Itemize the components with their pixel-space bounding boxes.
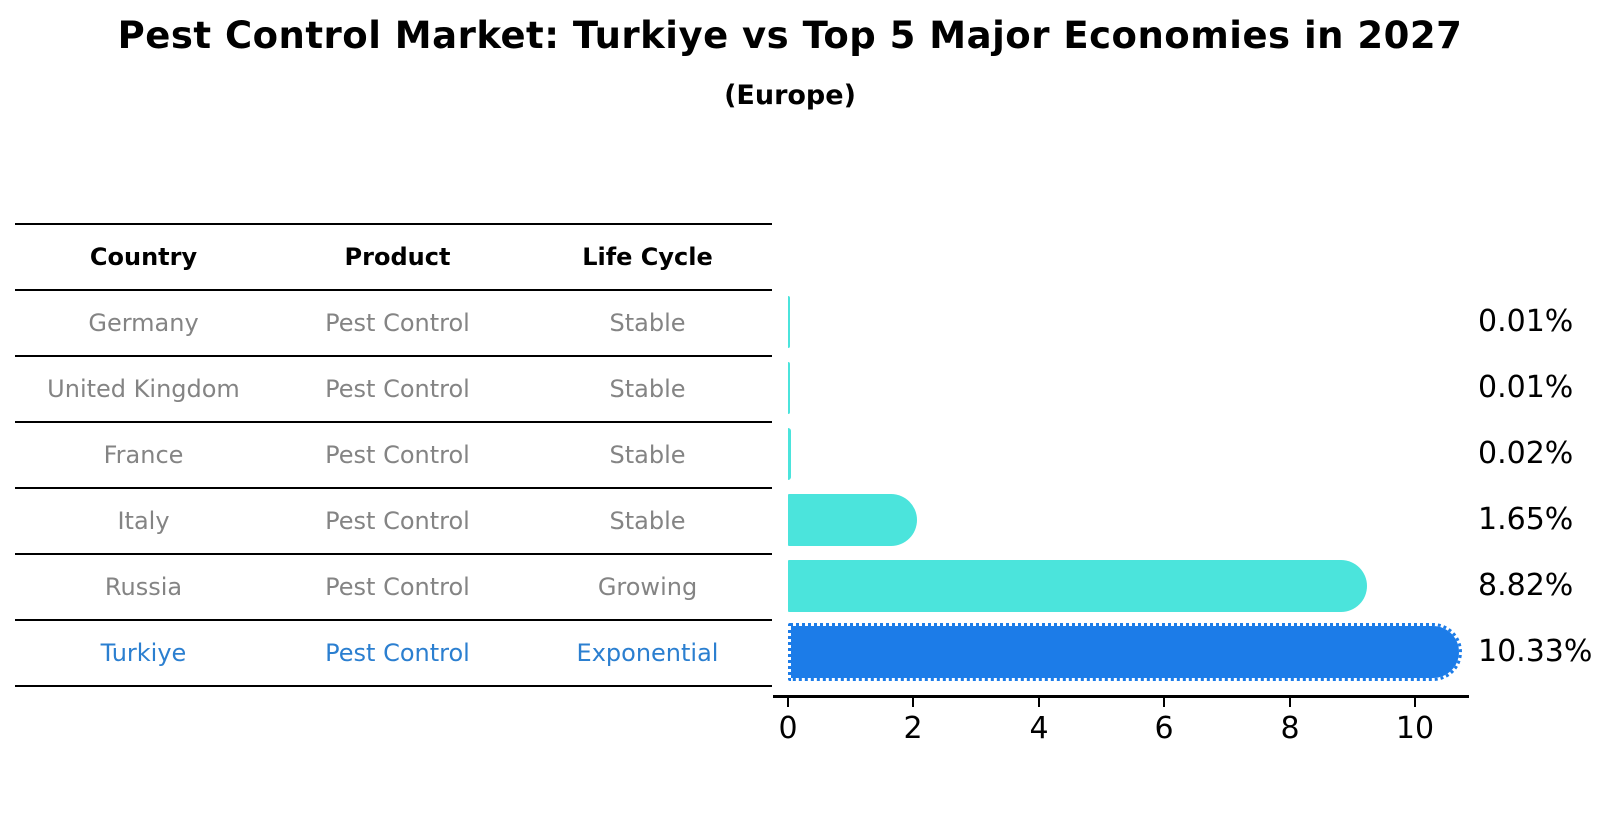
bar-united-kingdom [788, 362, 790, 414]
table-header-row: Country Product Life Cycle [15, 223, 772, 289]
cell-product: Pest Control [325, 573, 470, 601]
bar-turkiye [788, 623, 1462, 681]
page-title: Pest Control Market: Turkiye vs Top 5 Ma… [117, 14, 1463, 57]
bar-germany [788, 296, 790, 348]
cell-product: Pest Control [325, 441, 470, 469]
cell-life-cycle: Stable [609, 441, 686, 469]
cell-product: Pest Control [325, 507, 470, 535]
cell-life-cycle: Exponential [576, 639, 719, 667]
x-axis-tick [1289, 698, 1291, 707]
value-label: 0.01% [1478, 304, 1574, 339]
cell-product: Pest Control [325, 639, 470, 667]
value-label: 0.02% [1478, 436, 1574, 471]
table-row: Turkiye Pest Control Exponential [15, 619, 772, 685]
x-axis-line [773, 695, 1469, 698]
x-axis-tick [1038, 698, 1040, 707]
column-header-country: Country [89, 243, 198, 271]
x-axis-tick [1163, 698, 1165, 707]
column-header-product: Product [344, 243, 451, 271]
table-row: Russia Pest Control Growing [15, 553, 772, 619]
column-header-life-cycle: Life Cycle [582, 243, 713, 271]
page-subtitle: (Europe) [724, 80, 856, 111]
cell-product: Pest Control [325, 375, 470, 403]
x-axis-tick [787, 698, 789, 707]
cell-country: France [103, 441, 184, 469]
cell-country: Germany [88, 309, 199, 337]
cell-product: Pest Control [325, 309, 470, 337]
cell-life-cycle: Stable [609, 309, 686, 337]
x-axis-tick-label: 2 [903, 711, 923, 746]
table-row: United Kingdom Pest Control Stable [15, 355, 772, 421]
x-axis-tick [1414, 698, 1416, 707]
value-label: 1.65% [1478, 502, 1574, 537]
cell-life-cycle: Growing [597, 573, 698, 601]
bar-france [788, 428, 791, 480]
table-row: France Pest Control Stable [15, 421, 772, 487]
value-label: 10.33% [1478, 634, 1593, 669]
cell-country: Turkiye [100, 639, 187, 667]
cell-life-cycle: Stable [609, 507, 686, 535]
x-axis-tick-label: 8 [1280, 711, 1300, 746]
cell-country: Russia [104, 573, 183, 601]
cell-country: Italy [117, 507, 170, 535]
cell-life-cycle: Stable [609, 375, 686, 403]
bar-italy [788, 494, 917, 546]
value-label: 8.82% [1478, 568, 1574, 603]
x-axis-tick-label: 10 [1395, 711, 1435, 746]
table-row: Italy Pest Control Stable [15, 487, 772, 553]
x-axis-tick-label: 6 [1154, 711, 1174, 746]
table-row: Germany Pest Control Stable [15, 289, 772, 355]
country-table: Country Product Life Cycle Germany Pest … [15, 223, 772, 687]
value-label: 0.01% [1478, 370, 1574, 405]
x-axis-tick-label: 4 [1029, 711, 1049, 746]
x-axis-tick-label: 0 [778, 711, 798, 746]
cell-country: United Kingdom [47, 375, 240, 403]
x-axis-tick [912, 698, 914, 707]
bar-russia [788, 560, 1367, 612]
